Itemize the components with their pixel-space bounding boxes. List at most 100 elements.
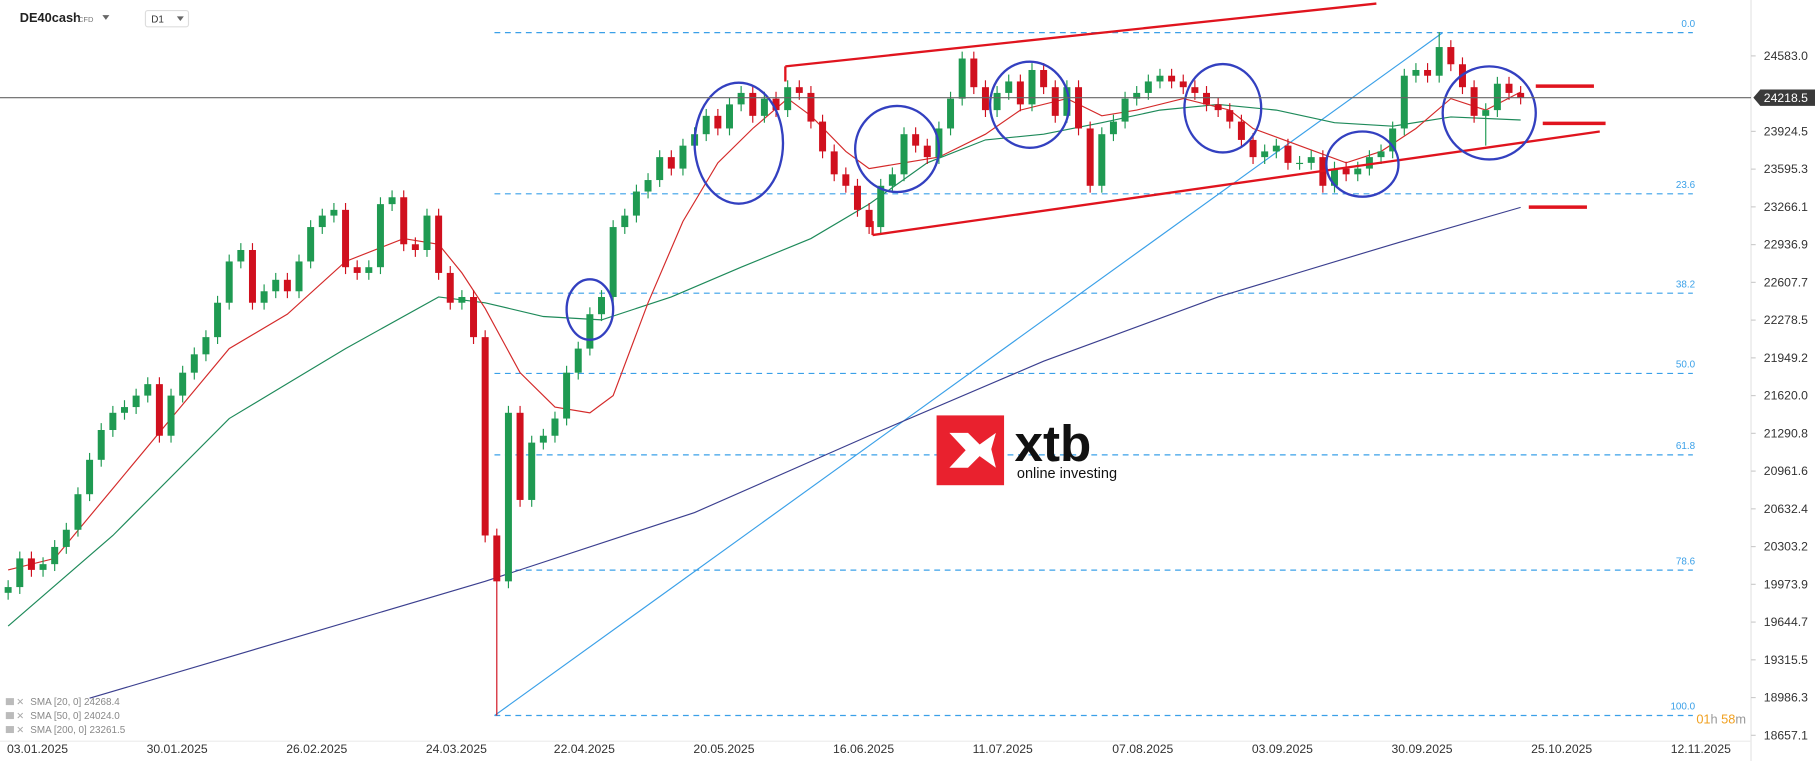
candle-body [1377, 151, 1385, 158]
candle-body [214, 302, 222, 338]
candle-body [1121, 98, 1129, 122]
candle-body [702, 115, 710, 135]
candle-body [1331, 168, 1338, 186]
highlight-circle [988, 60, 1071, 149]
timeframe-select[interactable] [144, 9, 190, 28]
candle-body [842, 174, 850, 186]
candle-body [760, 98, 768, 116]
legend-entry: SMA [200, 0] 23261.5 [30, 725, 125, 736]
y-tick-label: 23924.5 [1764, 124, 1808, 138]
candle-body [563, 372, 571, 419]
candle-body [853, 185, 861, 210]
candle-body [39, 564, 47, 570]
fib-label: 0.0 [1681, 19, 1695, 30]
candle-body [1156, 75, 1164, 82]
countdown-minutes: 58 [1721, 712, 1735, 727]
y-tick-label: 22936.9 [1764, 238, 1808, 252]
candle-body [1400, 75, 1408, 129]
candle-body [1272, 145, 1280, 152]
candle-body [1191, 87, 1199, 93]
candle-body [330, 209, 338, 216]
highlight-circle [853, 104, 941, 194]
candle-body [865, 209, 873, 228]
candle-body [551, 418, 559, 436]
highlight-circle [693, 81, 785, 205]
x-tick-label: 07.08.2025 [1112, 742, 1173, 756]
countdown-unit: m [1735, 712, 1746, 727]
candle-body [109, 412, 117, 431]
candle-body [1447, 47, 1455, 65]
candle-body [749, 92, 757, 116]
dropdown-arrow[interactable] [102, 15, 110, 20]
candle-body [1109, 121, 1117, 135]
candle-body [1412, 69, 1420, 76]
candle-body [504, 412, 512, 582]
y-tick-label: 20303.2 [1764, 540, 1808, 554]
candle-body [714, 115, 722, 129]
fib-label: 38.2 [1676, 279, 1695, 290]
candle-body [1296, 162, 1304, 165]
candle-body [132, 395, 140, 408]
dropdown-arrow[interactable] [176, 16, 184, 21]
candle-body [27, 558, 35, 570]
y-tick-label: 19973.9 [1764, 577, 1808, 591]
candle-body [86, 459, 94, 495]
candle-body [365, 267, 373, 273]
candle-body [1133, 92, 1141, 99]
candle-body [1505, 83, 1513, 93]
candle-body [1389, 128, 1397, 152]
candle-body [493, 535, 501, 582]
logo-mark [949, 432, 996, 468]
y-tick-label: 22278.5 [1764, 313, 1808, 327]
legend-icon [5, 726, 14, 734]
y-tick-label: 22607.7 [1764, 275, 1808, 289]
candle-body [248, 249, 256, 303]
candle-body [993, 92, 1001, 111]
countdown-unit: h [1711, 712, 1718, 727]
y-tick-label: 24583.0 [1764, 49, 1808, 63]
candle-body [295, 261, 303, 292]
candle-body [819, 121, 827, 152]
y-tick-label: 18986.3 [1764, 691, 1808, 705]
candle-body [62, 529, 70, 547]
tagline: online investing [1017, 466, 1117, 482]
candle-body [726, 104, 733, 129]
candle-body [1005, 81, 1013, 93]
candle-body [830, 151, 838, 175]
candle-body [772, 98, 780, 111]
fib-label: 23.6 [1676, 180, 1696, 191]
legend-entry: SMA [20, 0] 24268.4 [30, 697, 120, 708]
candle-body [539, 435, 547, 443]
candle-body [4, 587, 12, 593]
candle-body [481, 337, 489, 536]
candle-body [900, 134, 908, 175]
symbol: DE40cash [20, 10, 81, 25]
candle-body [1028, 69, 1036, 105]
candle-body [272, 279, 280, 292]
annotations [565, 2, 1606, 341]
candle-body [1365, 157, 1373, 169]
candle-body [1168, 75, 1176, 82]
candle-body [1214, 104, 1222, 111]
candle-body [318, 215, 326, 228]
x-tick-label: 20.05.2025 [693, 742, 754, 756]
fib-label: 50.0 [1676, 360, 1696, 371]
candle-body [877, 185, 885, 228]
candle-body [16, 558, 24, 588]
sma-line [8, 91, 1521, 571]
candle-body [179, 372, 187, 396]
candle-body [516, 412, 524, 500]
legend-icon [5, 698, 14, 706]
brand: xtb [1015, 415, 1092, 472]
x-tick-label: 26.02.2025 [286, 742, 347, 756]
candle-body [1144, 81, 1152, 93]
candle-body [1098, 134, 1106, 186]
y-tick-label: 20632.4 [1764, 502, 1808, 516]
legend-close: ✕ [16, 725, 24, 735]
candle-body [260, 291, 268, 303]
channel-upper [785, 2, 1377, 68]
timeframe: D1 [151, 15, 164, 26]
highlight-circle [1441, 65, 1537, 161]
candle-body [190, 354, 198, 373]
